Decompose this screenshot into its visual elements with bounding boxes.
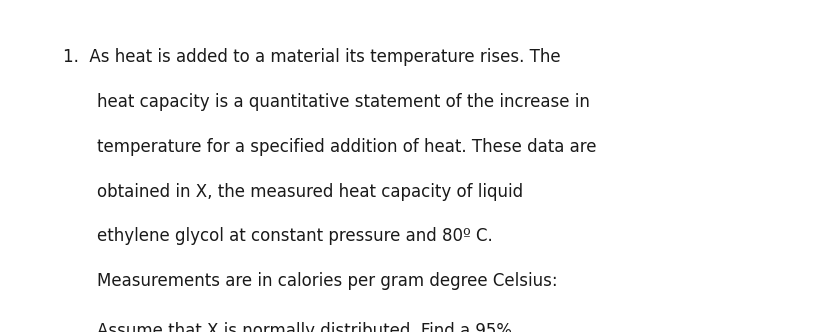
Text: Measurements are in calories per gram degree Celsius:: Measurements are in calories per gram de… xyxy=(97,272,557,290)
Text: Assume that X is normally distributed. Find a 95%: Assume that X is normally distributed. F… xyxy=(97,322,511,332)
Text: ethylene glycol at constant pressure and 80º C.: ethylene glycol at constant pressure and… xyxy=(97,227,492,245)
Text: obtained in X, the measured heat capacity of liquid: obtained in X, the measured heat capacit… xyxy=(97,183,523,201)
Text: 1.  As heat is added to a material its temperature rises. The: 1. As heat is added to a material its te… xyxy=(63,48,560,66)
Text: temperature for a specified addition of heat. These data are: temperature for a specified addition of … xyxy=(97,138,595,156)
Text: heat capacity is a quantitative statement of the increase in: heat capacity is a quantitative statemen… xyxy=(97,93,589,111)
